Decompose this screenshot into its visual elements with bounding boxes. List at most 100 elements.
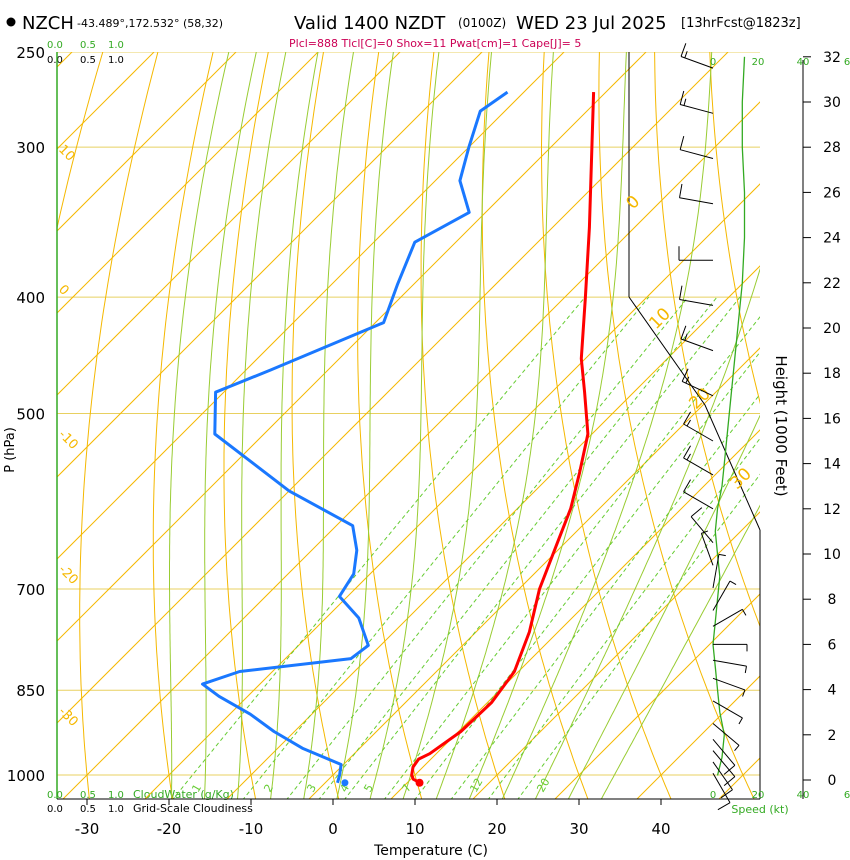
wind-barb-17 — [681, 368, 714, 397]
temp-tick-0: 0 — [328, 820, 338, 838]
pressure-tick-300: 300 — [16, 139, 45, 157]
cloud-scale-bottom-green-1: 0.5 — [80, 790, 96, 801]
mixing-ratio-20 — [517, 473, 760, 799]
station-id: NZCH — [22, 13, 74, 34]
isotherm--50 — [57, 52, 647, 642]
moist-adiabat--16 — [169, 52, 230, 799]
height-tick-16: 16 — [823, 411, 841, 427]
isotherm-label-left-3: -10 — [55, 427, 81, 453]
speed-top-0: 0 — [710, 57, 716, 68]
wind-barbs — [678, 43, 748, 811]
moist-adiabat-0 — [303, 52, 355, 799]
height-tick-4: 4 — [828, 683, 837, 699]
mixing-ratio-2 — [242, 296, 650, 799]
temp-tick-10: 10 — [405, 820, 424, 838]
dry-adiabat--20 — [152, 52, 214, 799]
wind-barb-staff — [712, 772, 731, 803]
wind-barb-staff — [712, 700, 743, 719]
cloud-scale-top-black-1: 0.5 — [80, 55, 96, 66]
wind-barb-14 — [683, 479, 714, 510]
height-tick-22: 22 — [823, 276, 841, 292]
wind-barb-flag — [742, 689, 746, 697]
speed-scale-top: 0 20 40 6 — [710, 57, 850, 68]
height-tick-30: 30 — [823, 95, 841, 111]
wind-barb-flag — [684, 333, 688, 341]
dry-adiabat--10 — [223, 52, 269, 799]
cloud-scale-bottom: 0.0 0.5 1.0 CloudWater (g/Kg) 0.0 0.5 1.… — [47, 788, 253, 815]
dry-adiabat-lines — [57, 52, 760, 799]
wind-barb-20 — [678, 246, 713, 261]
speed-top-20: 20 — [752, 57, 765, 68]
station-coords: -43.489°,172.532° (58,32) — [77, 17, 223, 30]
wind-barb-13 — [690, 507, 714, 544]
wind-barb-3 — [712, 738, 736, 775]
cloudwater-label: CloudWater (g/Kg) — [133, 788, 234, 801]
mixing-ratio-label-2: 2 — [261, 782, 276, 795]
wind-barb-staff — [680, 56, 714, 69]
wind-barb-staff — [681, 380, 714, 397]
surface-temperature-marker — [415, 778, 424, 787]
height-tick-28: 28 — [823, 140, 841, 156]
wind-barb-flag — [723, 764, 736, 775]
wind-barb-flag — [683, 479, 691, 493]
moist-adiabat--4 — [270, 52, 319, 799]
wind-barb-10 — [712, 580, 737, 611]
moist-adiabat-8 — [369, 52, 440, 799]
isotherm--30 — [62, 101, 760, 799]
pressure-tick-400: 400 — [16, 289, 45, 307]
wind-barb-staff — [712, 750, 736, 777]
mixing-ratio-16 — [487, 437, 760, 799]
dry-adiabat-40 — [540, 52, 672, 799]
height-tick-26: 26 — [823, 185, 841, 201]
isotherm-labels: 10 0 -10 -20 -30 0 10 20 30 — [55, 142, 756, 730]
wind-barb-flag — [723, 776, 736, 787]
isotherm--110 — [57, 52, 155, 150]
pressure-tick-1000: 1000 — [7, 767, 45, 785]
pressure-tick-250: 250 — [16, 44, 45, 62]
wind-barb-flag — [685, 376, 690, 384]
speed-label: Speed (kt) — [731, 803, 788, 816]
wind-barb-flag — [686, 453, 691, 461]
wind-barb-staff — [683, 423, 714, 442]
isotherm--90 — [57, 52, 319, 314]
wind-barb-staff — [683, 491, 714, 510]
moist-adiabat-12 — [402, 52, 493, 799]
temperature-line — [410, 92, 596, 785]
temp-tick--20: -20 — [157, 820, 182, 838]
wind-barb-staff — [712, 554, 720, 588]
wind-barb-staff — [679, 299, 714, 306]
temp-tick-30: 30 — [569, 820, 588, 838]
mixing-ratio-4 — [318, 296, 718, 799]
wind-barb-staff — [712, 761, 733, 791]
height-tick-24: 24 — [823, 231, 841, 247]
wind-barb-staff — [680, 338, 714, 352]
cloud-scale-top: 0.0 0.5 1.0 0.0 0.5 1.0 — [47, 40, 124, 66]
height-tick-6: 6 — [828, 637, 837, 653]
moist-adiabat-16 — [435, 52, 554, 799]
speed-top-40: 40 — [797, 57, 810, 68]
mixing-ratio-7 — [384, 316, 760, 799]
speed-bottom-6: 6 — [844, 790, 850, 801]
wind-barb-flag — [683, 445, 691, 459]
wind-barb-staff — [679, 197, 714, 205]
wind-speed-profile — [712, 56, 746, 776]
wind-barb-1 — [712, 761, 733, 799]
temperature-axis: -30 -20 -10 0 10 20 30 40 — [75, 799, 671, 838]
valid-time: Valid 1400 NZDT — [294, 13, 446, 34]
wind-barb-flag — [738, 717, 743, 725]
cloud-scale-top-green-1: 0.5 — [80, 40, 96, 51]
wind-barb-23 — [679, 90, 714, 114]
y-axis-title: P (hPa) — [3, 427, 18, 473]
zulu-time: (0100Z) — [458, 16, 506, 30]
moist-adiabat-24 — [501, 52, 713, 799]
cloudiness-label: Grid-Scale Cloudiness — [133, 802, 253, 815]
wind-barb-7 — [712, 659, 747, 674]
wind-barb-staff — [712, 608, 743, 627]
wind-barb-flag — [679, 136, 685, 150]
isotherm-label-right-2: 10 — [645, 304, 674, 333]
wind-barb-flag — [679, 90, 685, 105]
isotherm--40 — [57, 52, 729, 724]
height-tick-18: 18 — [823, 366, 841, 382]
cloud-scale-bottom-black-2: 1.0 — [108, 804, 124, 815]
